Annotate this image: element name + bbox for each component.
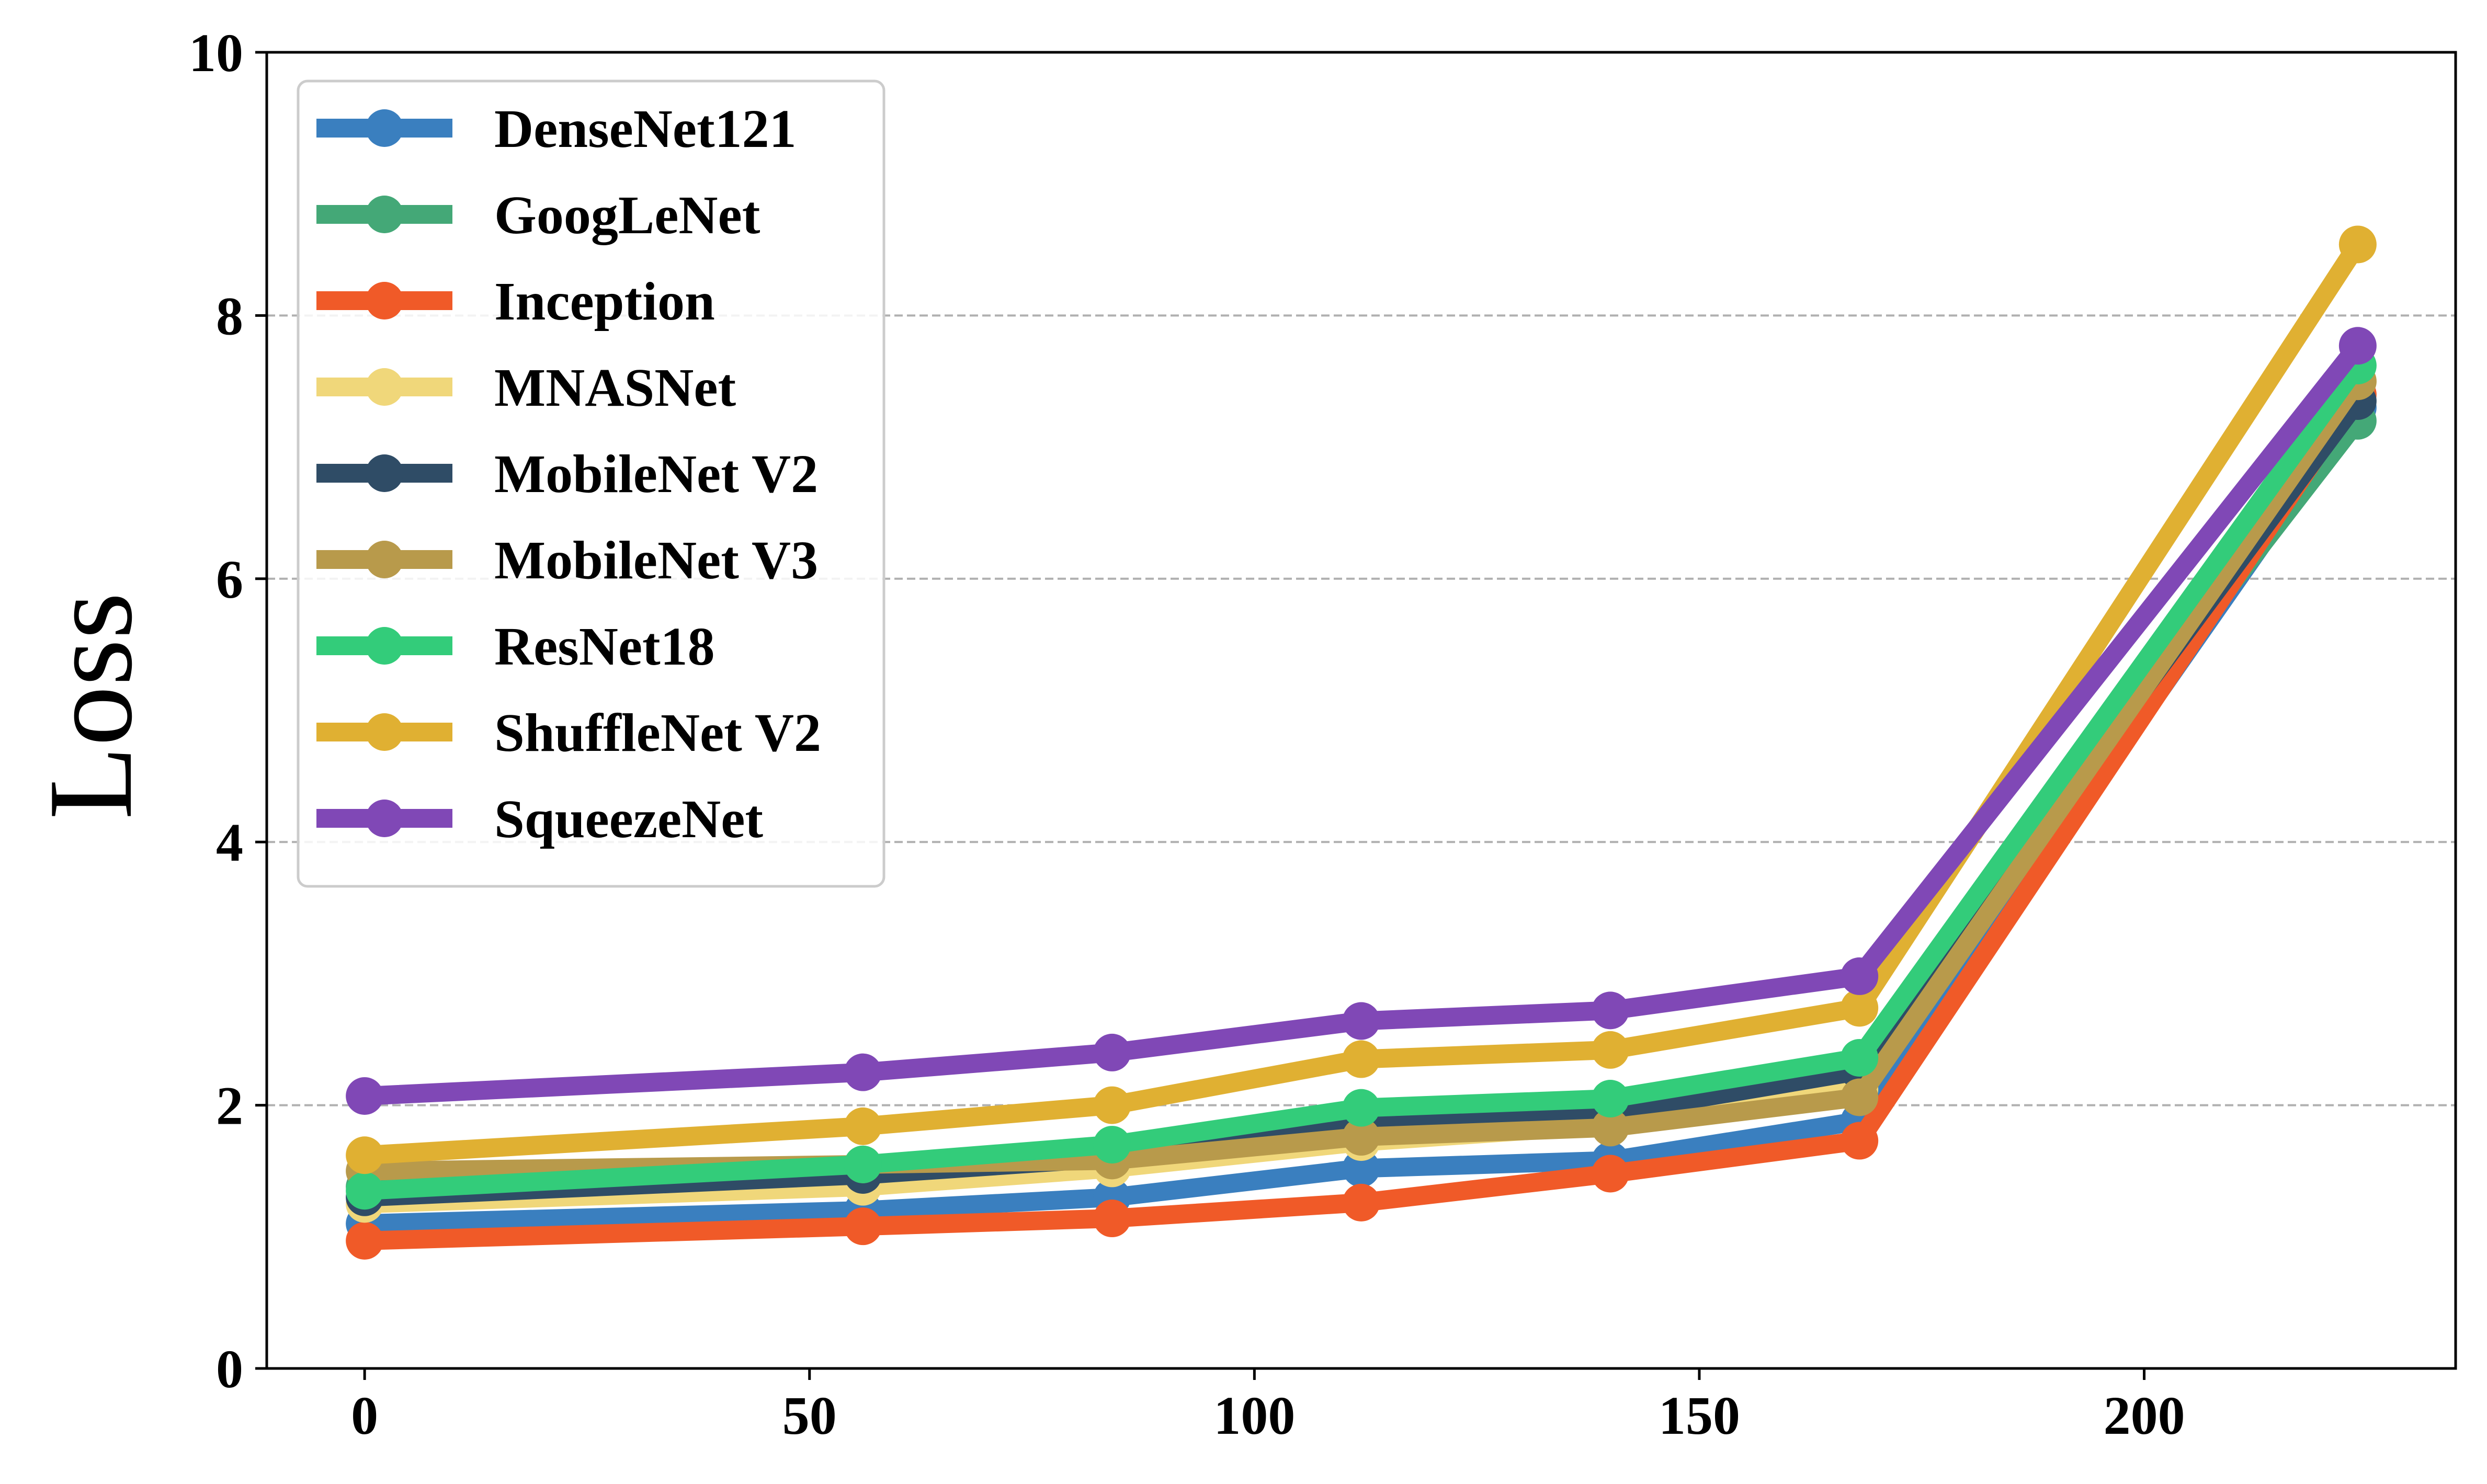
y-tick-label: 0	[216, 1339, 243, 1399]
legend-box	[297, 79, 885, 888]
legend-item: ResNet18	[316, 617, 715, 677]
data-point	[1591, 1031, 1629, 1069]
series-lines	[346, 225, 2377, 1260]
data-point	[1841, 989, 1879, 1027]
data-point	[1841, 957, 1879, 995]
legend-label: Inception	[494, 271, 715, 332]
data-point	[1342, 1118, 1380, 1156]
legend-label: GoogLeNet	[494, 185, 760, 245]
x-tick-label: 0	[351, 1386, 378, 1446]
legend-item: Inception	[316, 271, 715, 332]
data-point	[844, 1207, 882, 1246]
legend-swatch-marker	[366, 627, 403, 665]
y-tick-label: 2	[216, 1076, 243, 1136]
data-point	[1342, 1002, 1380, 1040]
legend-item: MobileNet V2	[316, 444, 818, 504]
legend: DenseNet121 GoogLeNet Inception MNASNet Mobi…	[297, 79, 885, 888]
plot-frame	[265, 51, 2457, 1370]
legend-label: DenseNet121	[494, 99, 797, 159]
series-squeezenet	[346, 327, 2377, 1115]
legend-swatch-marker	[366, 800, 403, 837]
legend-item: DenseNet121	[316, 99, 797, 159]
data-point	[1591, 1080, 1629, 1118]
y-axis-label: Loss	[24, 592, 157, 820]
legend-label: ResNet18	[494, 617, 715, 677]
legend-item: MobileNet V3	[316, 530, 818, 590]
x-tick-label: 200	[2104, 1386, 2185, 1446]
data-point	[1093, 1126, 1131, 1164]
data-point	[346, 1222, 384, 1260]
data-point	[1591, 1155, 1629, 1193]
data-point	[844, 1053, 882, 1091]
data-point	[1342, 1040, 1380, 1078]
legend-label: ShuffleNet V2	[494, 703, 821, 763]
data-point	[844, 1107, 882, 1145]
data-point	[1591, 991, 1629, 1030]
legend-swatch-marker	[366, 368, 403, 406]
legend-item: GoogLeNet	[316, 185, 760, 245]
data-point	[1591, 1109, 1629, 1147]
data-point	[1342, 1149, 1380, 1188]
legend-item: ShuffleNet V2	[316, 703, 821, 763]
axes: 0 50 100 150 200 0 2 4 6 8 10	[189, 23, 2457, 1446]
legend-item: MNASNet	[316, 358, 736, 418]
legend-item: SqueezeNet	[316, 789, 763, 849]
data-point	[346, 1172, 384, 1210]
data-point	[1093, 1086, 1131, 1124]
y-tick-label: 10	[189, 23, 243, 83]
legend-swatch-marker	[366, 196, 403, 233]
data-point	[844, 1145, 882, 1183]
legend-swatch-marker	[366, 541, 403, 578]
data-point	[1093, 1033, 1131, 1071]
data-point	[346, 1077, 384, 1115]
legend-swatch-marker	[366, 713, 403, 751]
data-point	[1342, 1089, 1380, 1127]
data-point	[1841, 1122, 1879, 1160]
data-point	[1093, 1200, 1131, 1238]
data-point	[1342, 1183, 1380, 1222]
legend-swatch-marker	[366, 109, 403, 147]
legend-label: SqueezeNet	[494, 789, 763, 849]
series-shufflenet-v2	[346, 225, 2377, 1174]
legend-label: MobileNet V2	[494, 444, 818, 504]
y-tick-label: 4	[216, 813, 243, 873]
legend-swatch-marker	[366, 454, 403, 492]
data-point	[1841, 1078, 1879, 1116]
x-tick-label: 150	[1659, 1386, 1740, 1446]
data-point	[1841, 1038, 1879, 1077]
data-point	[346, 1136, 384, 1174]
y-tick-label: 6	[216, 550, 243, 610]
data-point	[2338, 225, 2377, 264]
legend-label: MNASNet	[494, 358, 736, 418]
x-tick-label: 100	[1213, 1386, 1295, 1446]
legend-swatch-marker	[366, 282, 403, 319]
y-tick-label: 8	[216, 286, 243, 346]
legend-label: MobileNet V3	[494, 530, 818, 590]
x-tick-label: 50	[782, 1386, 837, 1446]
data-point	[2338, 327, 2377, 365]
